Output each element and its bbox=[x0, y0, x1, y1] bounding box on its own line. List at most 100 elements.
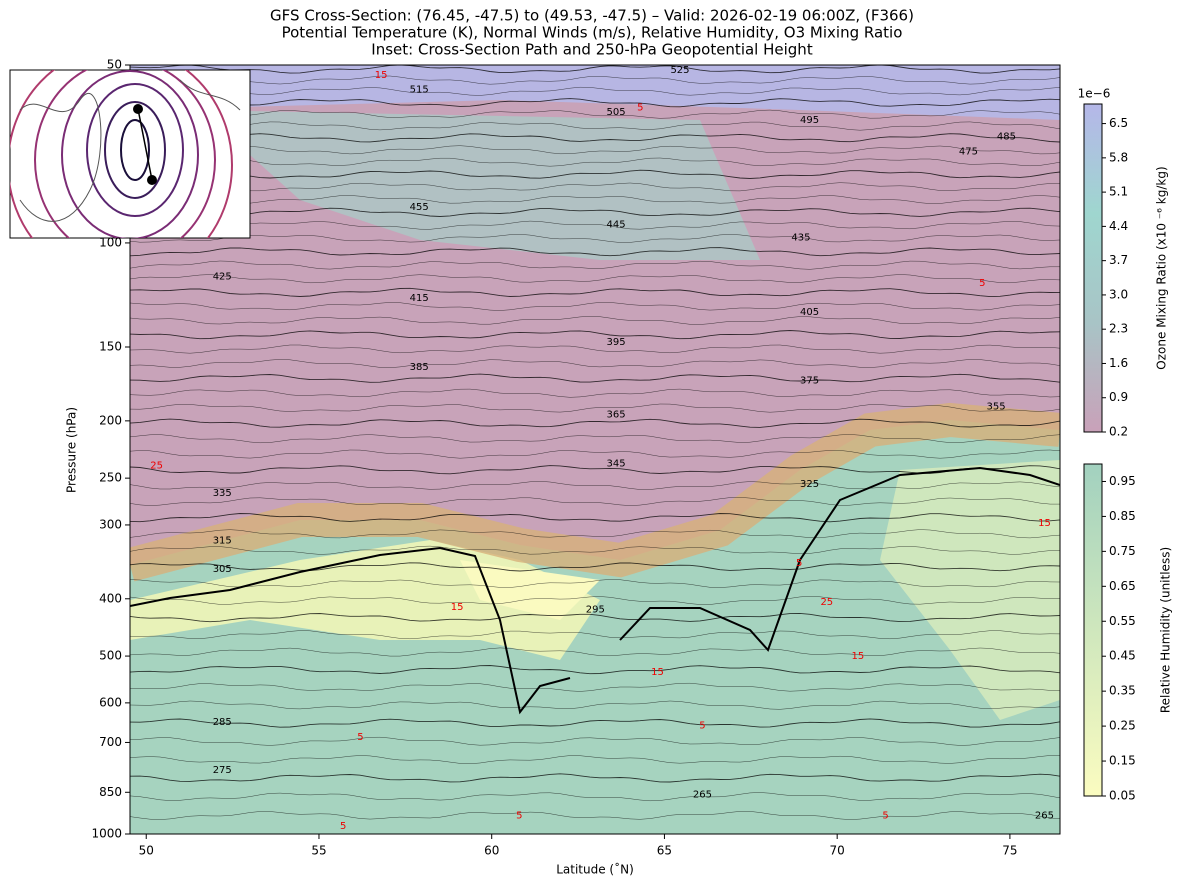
isentrope bbox=[130, 373, 1060, 383]
isentrope bbox=[130, 169, 1060, 179]
isentrope bbox=[130, 287, 1060, 298]
wind-label: 5 bbox=[796, 558, 802, 569]
y-tick-label: 500 bbox=[99, 649, 122, 663]
inset-contours bbox=[10, 70, 241, 238]
isentrope bbox=[130, 481, 1060, 490]
colorbar-tick-label: 0.65 bbox=[1109, 579, 1136, 593]
wind-label: 15 bbox=[651, 667, 664, 678]
wind-label: 5 bbox=[340, 821, 346, 832]
isentrope bbox=[130, 133, 1060, 143]
colorbar bbox=[1083, 463, 1103, 797]
y-tick-label: 1000 bbox=[91, 827, 122, 841]
isentrope bbox=[130, 682, 1060, 692]
isentrope bbox=[130, 182, 1060, 192]
colorbar-tick-label: 2.3 bbox=[1109, 322, 1128, 336]
isentrope bbox=[130, 157, 1060, 167]
isentrope bbox=[130, 612, 1060, 623]
colorbar-tick-label: 6.5 bbox=[1109, 116, 1128, 130]
y-tick-label: 200 bbox=[99, 413, 122, 427]
wind-label: 5 bbox=[979, 278, 985, 289]
x-tick-label: 70 bbox=[830, 844, 845, 858]
theta-label: 265 bbox=[1035, 810, 1054, 821]
theta-label: 395 bbox=[607, 337, 626, 348]
isentrope bbox=[130, 497, 1060, 506]
colorbar-offset: 1e−6 bbox=[1078, 87, 1111, 101]
isentrope bbox=[130, 647, 1060, 657]
theta-label: 325 bbox=[800, 479, 819, 490]
y-axis-label: Pressure (hPa) bbox=[65, 407, 79, 493]
y-tick-label: 300 bbox=[99, 517, 122, 531]
wind-label: 5 bbox=[882, 810, 888, 821]
x-tick-label: 50 bbox=[139, 844, 154, 858]
isentrope bbox=[130, 359, 1060, 368]
isentrope bbox=[130, 596, 1060, 605]
colorbar-tick-label: 0.9 bbox=[1109, 390, 1128, 404]
wind-label: 5 bbox=[516, 810, 522, 821]
theta-label: 375 bbox=[800, 376, 819, 387]
isentrope bbox=[130, 388, 1060, 398]
theta-label: 315 bbox=[213, 536, 232, 547]
colorbar-tick-label: 0.55 bbox=[1109, 614, 1136, 628]
colorbar-tick-label: 0.95 bbox=[1109, 474, 1136, 488]
wind-label: 15 bbox=[451, 602, 464, 613]
isentrope bbox=[130, 811, 1060, 820]
isentrope bbox=[130, 700, 1060, 710]
ozone-mid bbox=[200, 110, 760, 260]
theta-label: 335 bbox=[213, 488, 232, 499]
colorbar-tick-label: 0.85 bbox=[1109, 509, 1136, 523]
isentropes bbox=[130, 65, 1060, 820]
isentrope bbox=[130, 529, 1060, 539]
isentrope bbox=[130, 579, 1060, 588]
colorbar bbox=[1083, 103, 1103, 433]
chart-title: Potential Temperature (K), Normal Winds … bbox=[282, 24, 903, 42]
isentrope bbox=[130, 562, 1060, 572]
colorbar-label: Relative Humidity (unitless) bbox=[1159, 547, 1173, 713]
isentrope bbox=[130, 234, 1060, 243]
colorbar-tick-label: 0.25 bbox=[1109, 719, 1136, 733]
chart-title: Inset: Cross-Section Path and 250-hPa Ge… bbox=[371, 41, 813, 59]
theta-label: 505 bbox=[607, 107, 626, 118]
plot-frame bbox=[129, 64, 1061, 835]
y-tick-label: 700 bbox=[99, 735, 122, 749]
isentrope bbox=[130, 344, 1060, 354]
isentrope bbox=[130, 121, 1060, 131]
theta-label: 265 bbox=[693, 790, 712, 801]
colorbar-tick-label: 5.8 bbox=[1109, 150, 1128, 164]
colorbar-tick-label: 5.1 bbox=[1109, 185, 1128, 199]
theta-label: 485 bbox=[997, 131, 1016, 142]
moist-band bbox=[130, 402, 1060, 582]
inset-map bbox=[9, 69, 251, 239]
colorbar-label: Ozone Mixing Ratio (x10 ⁻⁶ kg/kg) bbox=[1155, 166, 1169, 369]
isentrope bbox=[130, 665, 1060, 675]
x-tick-label: 55 bbox=[311, 844, 326, 858]
y-tick-label: 50 bbox=[107, 58, 122, 72]
isentrope bbox=[130, 630, 1060, 640]
colorbar-tick-label: 3.0 bbox=[1109, 287, 1128, 301]
isentrope bbox=[130, 145, 1060, 155]
theta-label: 475 bbox=[959, 146, 978, 157]
dry-core bbox=[460, 560, 600, 620]
theta-label: 415 bbox=[410, 293, 429, 304]
isentrope bbox=[130, 195, 1060, 204]
colorbar-tick-label: 0.75 bbox=[1109, 544, 1136, 558]
fields bbox=[130, 65, 1060, 834]
isentrope bbox=[130, 75, 1060, 85]
wind-label: 25 bbox=[150, 461, 163, 472]
isentrope bbox=[130, 418, 1060, 428]
tropopause-line bbox=[130, 466, 1060, 715]
colorbar-tick-label: 0.35 bbox=[1109, 684, 1136, 698]
isentrope bbox=[130, 513, 1060, 523]
isentrope bbox=[130, 274, 1060, 284]
wind-label: 15 bbox=[852, 651, 865, 662]
theta-label: 515 bbox=[410, 84, 429, 95]
isentrope bbox=[130, 773, 1060, 783]
isentrope bbox=[130, 86, 1060, 96]
isentrope bbox=[130, 792, 1060, 802]
colorbar-tick-label: 0.2 bbox=[1109, 425, 1128, 439]
theta-label: 345 bbox=[607, 458, 626, 469]
isentrope bbox=[130, 109, 1060, 119]
inset-point bbox=[147, 175, 157, 185]
colorbar-tick-label: 0.45 bbox=[1109, 649, 1136, 663]
dry-region bbox=[880, 460, 1060, 720]
